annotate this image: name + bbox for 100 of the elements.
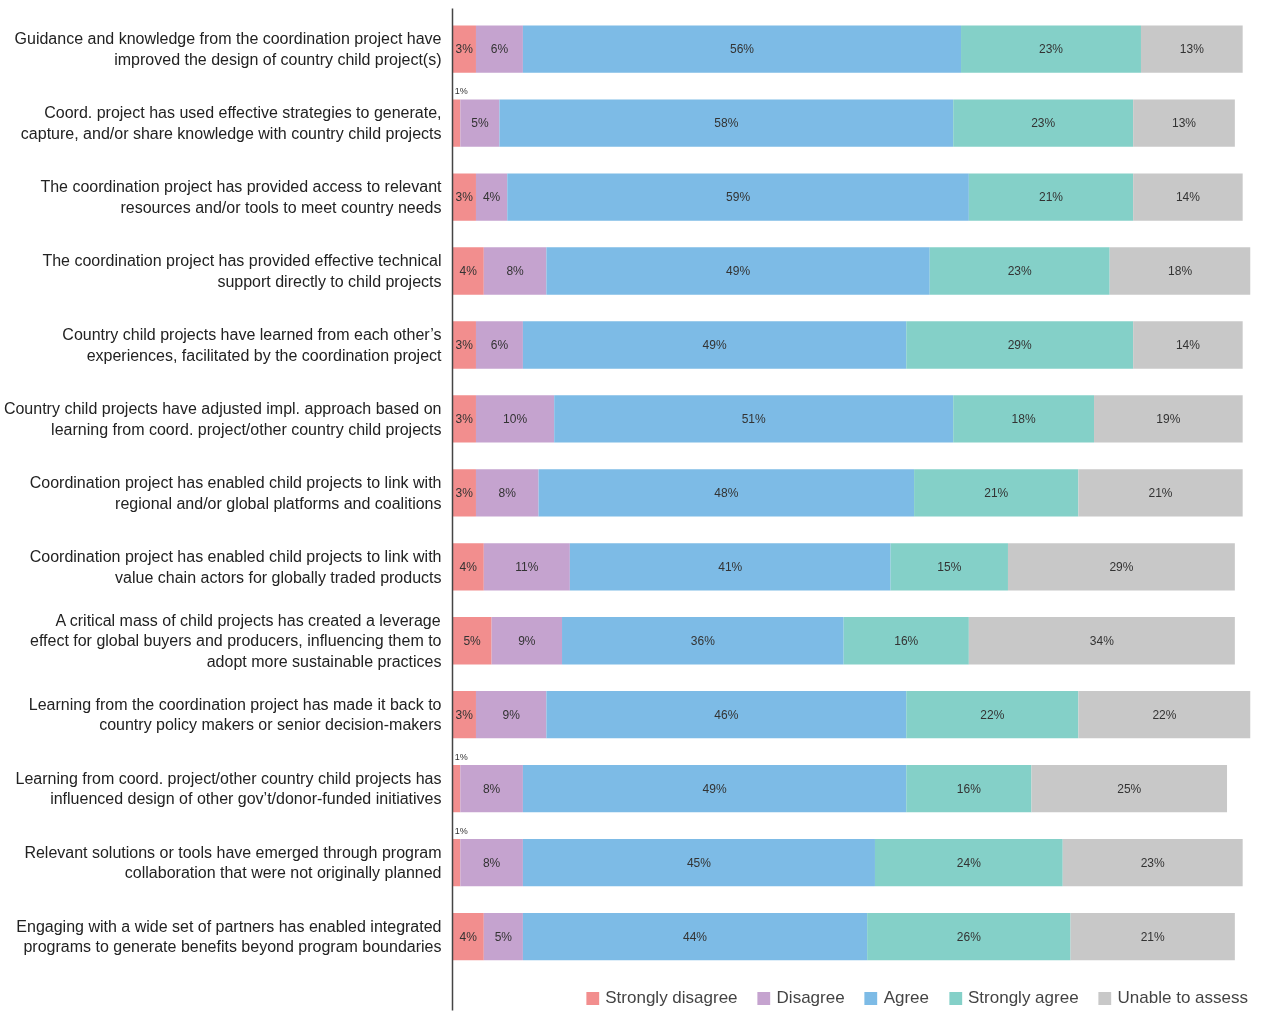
data-label: 22% [1152,707,1177,722]
data-label: 3% [455,485,474,500]
data-label: 44% [683,929,708,944]
bar [1133,321,1243,369]
data-label: 45% [686,855,712,870]
bar [460,764,523,813]
data-label: 22% [980,707,1005,722]
data-label: 1% [454,825,468,836]
data-label: 13% [1179,42,1205,57]
bar [961,25,1141,73]
bar [475,321,523,369]
data-label: 24% [956,855,982,870]
y-tick-label: Guidance and knowledge from the coordination project have improved the design of country child project(s) [14,30,442,68]
bar [483,247,547,295]
bar [1133,99,1235,147]
bar [522,764,907,813]
data-label: 8% [506,264,525,279]
data-label: 5% [471,116,489,131]
data-label: 23% [1031,116,1056,131]
data-label: 9% [518,633,536,648]
bar [953,395,1095,443]
data-label: 8% [498,485,517,500]
data-label: 3% [455,190,474,205]
bar [953,99,1134,147]
y-tick-label: A critical mass of child projects has created a leverage effect for global buyers and producers, influencing them to adopt more sustainable practices [29,611,442,670]
data-label: 3% [455,707,474,722]
data-label: 16% [956,781,982,796]
bar [460,99,500,147]
bar [452,99,461,147]
data-label: 4% [482,190,501,205]
data-label: 4% [459,264,478,279]
y-tick-label: The coordination project has provided access to relevant resources and/or tools to meet country needs [40,178,443,216]
bar [538,469,915,517]
data-label: 21% [1038,190,1064,205]
data-label: 5% [494,929,513,944]
bar [914,469,1079,517]
bar [1070,912,1235,961]
data-label: 3% [455,337,474,352]
bar [522,838,875,887]
data-label: 10% [503,411,528,426]
data-label: 34% [1089,633,1115,648]
data-label: 4% [459,929,478,944]
bar [483,912,523,961]
bar [1094,395,1243,443]
data-label: 8% [482,781,501,796]
data-label: 59% [726,190,751,205]
data-label: 49% [702,337,727,352]
bar [1031,764,1228,813]
data-label: 51% [741,411,767,426]
bar [475,469,539,517]
data-label: 13% [1171,116,1197,131]
data-label: 3% [455,42,474,57]
bar [483,543,570,591]
y-tick-label: Learning from coord. project/other country child projects has influenced design of other gov’t/donor-funded initiatives [15,769,442,808]
y-tick-label: Engaging with a wide set of partners has enabled integrated programs to generate benefits beyond program boundaries [16,917,442,956]
bar [929,247,1110,295]
data-label: 36% [690,633,716,648]
y-tick-label: The coordination project has provided effective technical support directly to child projects [42,252,442,290]
data-label: 21% [984,485,1009,500]
data-label: 14% [1175,190,1201,205]
y-tick-label: Learning from the coordination project has made it back to country policy makers or senior decision-makers [28,696,442,734]
bar [475,25,523,73]
y-tick-label: Relevant solutions or tools have emerged through program collaboration that were not originally planned [24,843,442,882]
bar [1133,173,1243,221]
data-label: 1% [454,752,468,763]
data-label: 5% [463,633,482,648]
bar [499,99,954,147]
data-label: 19% [1156,411,1181,426]
bar [1109,247,1251,295]
bar [569,543,891,591]
bar [906,764,1032,813]
data-label: 26% [956,929,982,944]
data-label: 18% [1168,264,1193,279]
data-label: 18% [1011,411,1036,426]
data-label: 23% [1038,42,1064,57]
data-label: 6% [490,337,509,352]
bar [968,617,1235,665]
bar [1078,469,1243,517]
legend-label: Agree [883,988,930,1008]
bar [1007,543,1235,591]
bar [452,912,484,961]
bar [1078,691,1251,739]
legend-label: Disagree [776,988,845,1008]
bar [452,173,476,221]
bar [491,617,563,665]
bar [452,543,484,591]
data-label: 29% [1007,337,1033,352]
data-label: 21% [1148,485,1173,500]
legend-label: Strongly agree [968,988,1079,1008]
bar [1062,838,1243,887]
bar [562,617,844,665]
bar [968,173,1134,221]
y-tick-label: Country child projects have adjusted impl. approach based on learning from coord. project/other country child projects [3,400,442,438]
bar [452,247,484,295]
y-tick-label: Country child projects have learned from each other’s experiences, facilitated by the coordination project [62,326,443,364]
data-label: 8% [482,855,501,870]
data-label: 3% [455,411,474,426]
legend-label: Unable to assess [1117,988,1248,1008]
bar [874,838,1063,887]
data-label: 16% [894,633,919,648]
